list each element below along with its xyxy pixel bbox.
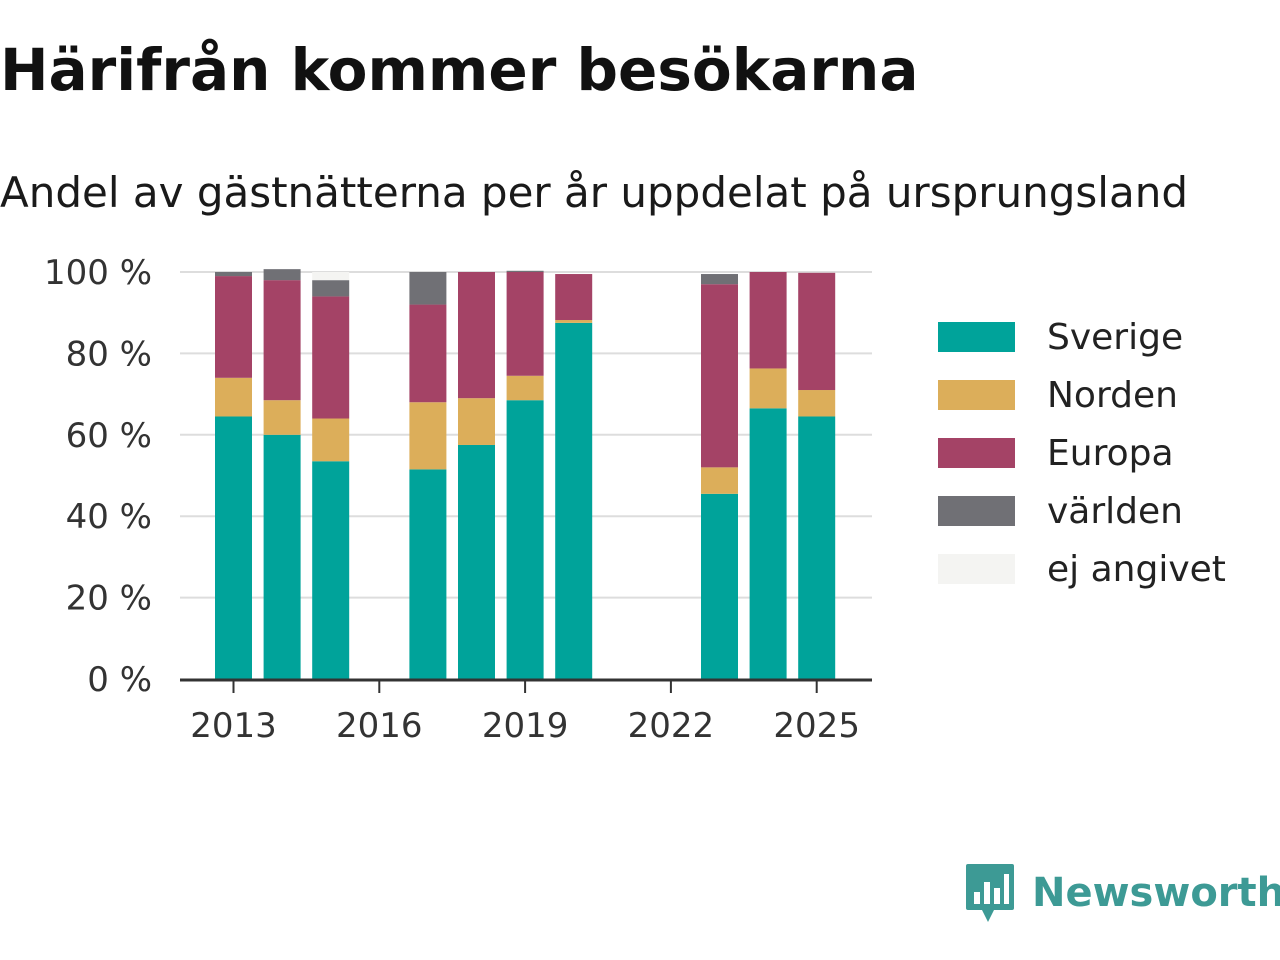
bar-segment-sverige-2018 (458, 444, 495, 679)
legend-label-varlden: världen (1047, 490, 1183, 532)
bar-segment-sverige-2024 (749, 408, 787, 679)
bar-segment-varlden-2023 (701, 274, 738, 285)
legend-swatch-ej-angivet (938, 554, 1015, 584)
chart-subtitle: Andel av gästnätterna per år uppdelat på… (0, 168, 1188, 217)
y-tick-label: 0 % (87, 660, 152, 700)
brand-logo: Newsworthy (964, 862, 1280, 924)
y-tick-label: 40 % (66, 497, 152, 537)
legend-swatch-europa (938, 438, 1015, 468)
bar-segment-sverige-2023 (701, 493, 738, 679)
bar-segment-norden-2018 (458, 398, 495, 445)
bar-segment-sverige-2015 (312, 461, 350, 679)
bar-segment-europa-2023 (701, 284, 738, 468)
bar-segment-europa-2019 (506, 272, 544, 376)
legend-item-norden: Norden (938, 366, 1226, 424)
legend-item-ej-angivet: ej angivet (938, 540, 1226, 598)
bar-segment-norden-2024 (749, 368, 787, 409)
bar-segment-sverige-2017 (409, 469, 447, 679)
bar-segment-varlden-2013 (215, 272, 252, 277)
bar-segment-norden-2013 (215, 377, 252, 417)
bar-segment-sverige-2014 (263, 434, 301, 679)
bar-segment-norden-2015 (312, 418, 350, 462)
legend-swatch-sverige (938, 322, 1015, 352)
legend-swatch-norden (938, 380, 1015, 410)
bar-segment-europa-2024 (749, 272, 787, 369)
bar-segment-norden-2017 (409, 402, 447, 470)
legend-label-europa: Europa (1047, 432, 1174, 474)
brand-name: Newsworthy (1032, 870, 1280, 916)
y-tick-label: 20 % (66, 579, 152, 619)
chart-legend: Sverige Norden Europa världen ej angivet (938, 308, 1226, 598)
legend-swatch-varlden (938, 496, 1015, 526)
x-tick-label: 2016 (336, 706, 423, 746)
y-tick-label: 100 % (44, 253, 152, 293)
bar-segment-europa-2018 (458, 272, 495, 399)
bar-segment-sverige-2025 (798, 416, 836, 679)
bar-segment-norden-2019 (506, 375, 544, 401)
bar-segment-sverige-2020 (555, 322, 593, 679)
bar-segment-sverige-2019 (506, 400, 544, 679)
x-tick-label: 2022 (628, 706, 715, 746)
bar-segment-norden-2014 (263, 400, 301, 435)
x-tick-label: 2013 (190, 706, 277, 746)
bar-segment-europa-2017 (409, 304, 447, 403)
legend-label-norden: Norden (1047, 374, 1178, 416)
y-tick-label: 80 % (66, 334, 152, 374)
bar-segment-europa-2014 (263, 280, 301, 401)
x-tick-label: 2019 (482, 706, 569, 746)
bar-segment-norden-2025 (798, 390, 836, 417)
bar-segment-sverige-2013 (215, 416, 252, 679)
legend-item-varlden: världen (938, 482, 1226, 540)
bar-segment-norden-2023 (701, 467, 738, 494)
bar-segment-varlden-2015 (312, 280, 350, 297)
bar-segment-europa-2020 (555, 274, 593, 321)
chart-speech-bubble-icon (966, 864, 1014, 922)
bar-segment-ej-angivet-2015 (312, 272, 350, 281)
legend-label-sverige: Sverige (1047, 316, 1184, 358)
bar-segment-europa-2013 (215, 276, 252, 378)
bar-segment-norden-2020 (555, 320, 593, 323)
bar-segment-varlden-2019 (506, 270, 544, 272)
chart-title: Härifrån kommer besökarna (0, 36, 919, 104)
x-tick-label: 2025 (773, 706, 860, 746)
y-tick-label: 60 % (66, 416, 152, 456)
legend-item-sverige: Sverige (938, 308, 1226, 366)
legend-item-europa: Europa (938, 424, 1226, 482)
bar-segment-varlden-2017 (409, 272, 447, 305)
legend-label-ej-angivet: ej angivet (1047, 548, 1226, 590)
bar-segment-europa-2015 (312, 296, 350, 419)
bar-chart: 0 % 20 % 40 % 60 % 80 % 100 % 2013 2016 2019 2022… (44, 253, 872, 746)
bar-segment-varlden-2014 (263, 269, 301, 281)
bar-segment-europa-2025 (798, 272, 836, 391)
